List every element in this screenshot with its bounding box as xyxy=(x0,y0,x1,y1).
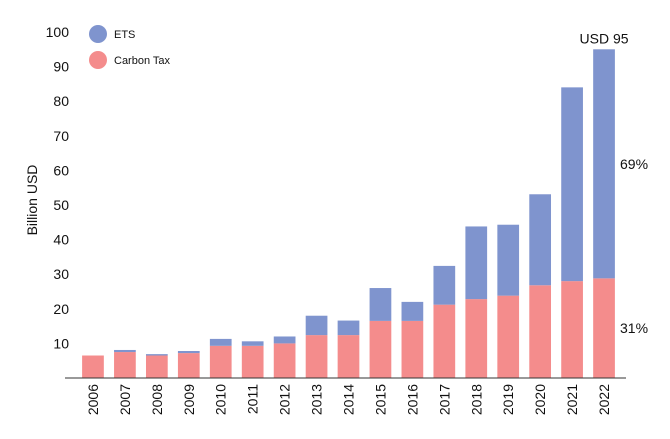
x-tick-label-2017: 2017 xyxy=(436,384,452,415)
bar-carbon-tax-2016 xyxy=(401,320,424,378)
x-tick-label-2008: 2008 xyxy=(149,384,165,415)
x-tick-label-2007: 2007 xyxy=(117,384,133,415)
x-tick-label-2009: 2009 xyxy=(181,384,197,415)
total-annotation: USD 95 xyxy=(580,30,629,46)
bar-ets-2015 xyxy=(369,288,392,321)
bar-carbon-tax-2014 xyxy=(337,335,360,378)
bar-carbon-tax-2007 xyxy=(114,352,136,378)
bar-carbon-tax-2020 xyxy=(529,285,552,378)
legend-swatch-carbon-tax xyxy=(89,51,107,69)
x-tick-label-2015: 2015 xyxy=(372,384,388,415)
bar-ets-2017 xyxy=(433,265,456,305)
x-tick-label-2006: 2006 xyxy=(85,384,101,415)
bar-ets-2012 xyxy=(273,336,296,344)
bar-ets-2020 xyxy=(529,194,552,286)
y-tick-label-80: 80 xyxy=(53,93,69,109)
bar-ets-2014 xyxy=(337,320,360,336)
x-tick-label-2019: 2019 xyxy=(500,384,516,415)
bar-carbon-tax-2022 xyxy=(593,278,615,378)
bar-ets-2016 xyxy=(401,301,424,321)
bar-ets-2009 xyxy=(177,351,200,354)
ets-share-annotation: 69% xyxy=(620,156,648,172)
bar-ets-2019 xyxy=(497,224,520,296)
y-tick-label-50: 50 xyxy=(53,197,69,213)
y-tick-labels: 10 20 30 40 50 60 70 80 90 100 xyxy=(46,24,70,351)
x-tick-label-2016: 2016 xyxy=(404,384,420,415)
bar-ets-2008 xyxy=(145,354,168,356)
y-tick-label-70: 70 xyxy=(53,128,69,144)
y-tick-label-100: 100 xyxy=(46,24,70,40)
bar-carbon-tax-2009 xyxy=(177,353,200,378)
bar-carbon-tax-2017 xyxy=(433,304,456,378)
bar-ets-2018 xyxy=(465,226,488,300)
bar-ets-2011 xyxy=(241,341,264,346)
bar-carbon-tax-2015 xyxy=(369,320,392,378)
y-tick-label-10: 10 xyxy=(53,335,69,351)
x-tick-label-2010: 2010 xyxy=(213,384,229,415)
x-tick-label-2022: 2022 xyxy=(596,384,612,415)
y-tick-label-60: 60 xyxy=(53,162,69,178)
y-tick-label-20: 20 xyxy=(53,301,69,317)
bar-carbon-tax-2010 xyxy=(209,345,232,378)
x-tick-label-2013: 2013 xyxy=(309,384,325,415)
x-tick-label-2011: 2011 xyxy=(245,384,261,414)
legend: ETS Carbon Tax xyxy=(89,25,171,69)
bar-carbon-tax-2018 xyxy=(465,299,488,378)
x-tick-label-2012: 2012 xyxy=(277,384,293,415)
bar-carbon-tax-2011 xyxy=(241,345,264,378)
legend-label-ets: ETS xyxy=(114,29,135,41)
bar-ets-2013 xyxy=(305,315,328,336)
legend-label-carbon-tax: Carbon Tax xyxy=(114,55,171,67)
tax-share-annotation: 31% xyxy=(620,320,648,336)
x-tick-label-2021: 2021 xyxy=(564,384,580,415)
bar-ets-2021 xyxy=(561,87,583,282)
bar-carbon-tax-2008 xyxy=(145,355,168,378)
bar-carbon-tax-2006 xyxy=(82,355,104,378)
legend-swatch-ets xyxy=(89,25,107,43)
bar-carbon-tax-2012 xyxy=(273,343,296,378)
bar-carbon-tax-2019 xyxy=(497,295,520,378)
bar-carbon-tax-2021 xyxy=(561,281,583,378)
y-axis-title: Billion USD xyxy=(24,165,40,236)
bar-ets-2022 xyxy=(593,49,615,279)
x-tick-label-2018: 2018 xyxy=(468,384,484,415)
bar-ets-2010 xyxy=(209,338,232,346)
y-tick-label-90: 90 xyxy=(53,59,69,75)
y-tick-label-40: 40 xyxy=(53,232,69,248)
bar-ets-2007 xyxy=(114,349,136,353)
x-tick-label-2014: 2014 xyxy=(341,384,357,415)
bars-layer xyxy=(82,49,615,378)
x-tick-label-2020: 2020 xyxy=(532,384,548,415)
bar-carbon-tax-2013 xyxy=(305,335,328,378)
y-tick-label-30: 30 xyxy=(53,266,69,282)
x-tick-labels: 2006 2007 2008 2009 2010 2011 2012 2013 2014 2015… xyxy=(85,384,612,415)
